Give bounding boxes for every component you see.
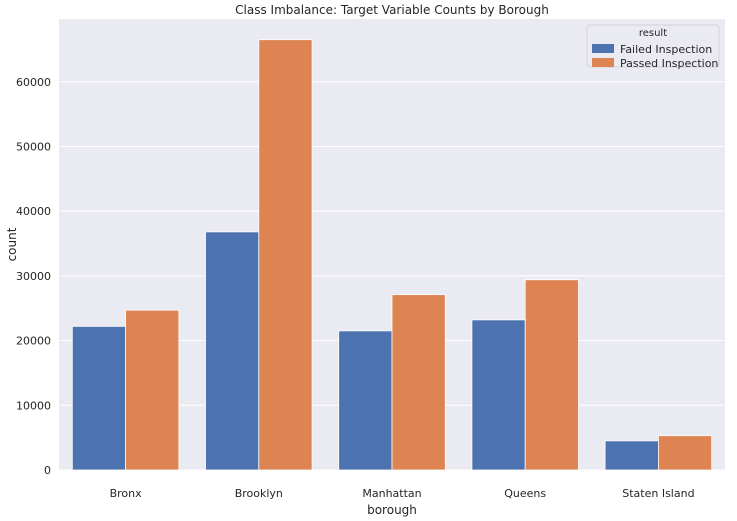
- x-axis-title: borough: [367, 503, 417, 517]
- y-tick-label: 60000: [16, 76, 51, 89]
- x-tick-label: Manhattan: [362, 487, 421, 500]
- x-tick-label: Bronx: [110, 487, 143, 500]
- bar-failed-inspection: [338, 330, 393, 471]
- legend-label: Passed Inspection: [620, 57, 718, 70]
- bar-failed-inspection: [205, 231, 260, 471]
- y-tick-label: 10000: [16, 399, 51, 412]
- x-tick-label: Staten Island: [622, 487, 694, 500]
- y-tick-label: 0: [44, 464, 51, 477]
- y-tick-label: 30000: [16, 270, 51, 283]
- bar-failed-inspection: [471, 319, 526, 471]
- legend-swatch: [592, 44, 614, 53]
- bar-passed-inspection: [258, 39, 313, 471]
- legend-label: Failed Inspection: [620, 43, 712, 56]
- legend-swatch: [592, 58, 614, 67]
- chart-title: Class Imbalance: Target Variable Counts …: [235, 3, 549, 17]
- bar-passed-inspection: [658, 435, 713, 471]
- y-axis-ticks: 0 10000 20000 30000 40000 50000 60000: [16, 76, 51, 477]
- bars: [71, 39, 713, 471]
- bar-failed-inspection: [604, 440, 659, 471]
- y-tick-label: 50000: [16, 140, 51, 153]
- x-axis-ticks: Bronx Brooklyn Manhattan Queens Staten Islan…: [110, 487, 695, 500]
- bar-passed-inspection: [125, 309, 180, 471]
- bar-passed-inspection: [391, 294, 446, 471]
- x-tick-label: Brooklyn: [235, 487, 283, 500]
- y-tick-label: 40000: [16, 205, 51, 218]
- bar-failed-inspection: [71, 325, 126, 471]
- legend-box: [586, 24, 720, 68]
- y-tick-label: 20000: [16, 335, 51, 348]
- y-axis-title: count: [5, 227, 19, 261]
- x-tick-label: Queens: [504, 487, 546, 500]
- legend-title: result: [639, 28, 667, 39]
- bar-passed-inspection: [524, 279, 579, 471]
